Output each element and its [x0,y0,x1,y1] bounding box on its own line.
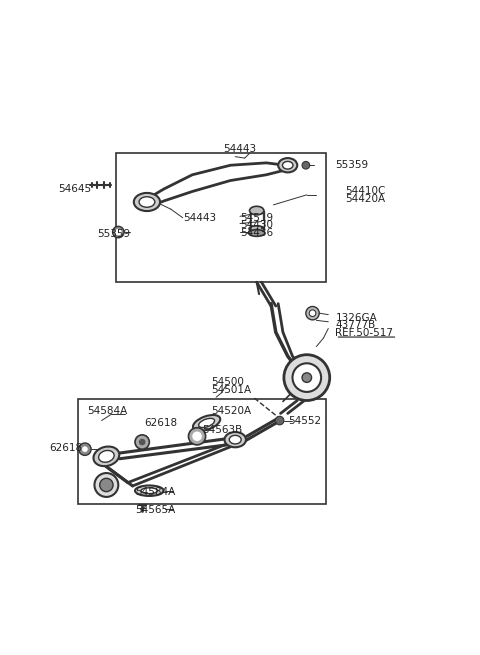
Ellipse shape [278,158,297,172]
Text: 54443: 54443 [223,143,257,153]
Ellipse shape [225,432,246,447]
Ellipse shape [141,488,157,494]
Circle shape [100,478,113,492]
Text: 54443: 54443 [183,213,216,223]
Text: 54501A: 54501A [211,384,252,394]
Ellipse shape [193,415,220,431]
Circle shape [135,435,149,449]
Ellipse shape [98,451,114,462]
Circle shape [309,310,316,316]
Text: 54552: 54552 [288,415,321,426]
Ellipse shape [199,419,215,428]
Text: 54645: 54645 [59,184,92,194]
Circle shape [82,446,88,452]
Ellipse shape [94,447,120,466]
Circle shape [292,364,321,392]
Circle shape [115,229,121,235]
Ellipse shape [250,206,264,215]
Ellipse shape [139,196,155,207]
Text: 54430: 54430 [240,220,273,230]
Circle shape [276,417,284,425]
Text: 54584A: 54584A [87,406,128,416]
Circle shape [79,443,91,455]
Text: 54500: 54500 [211,377,244,387]
Circle shape [189,428,205,445]
Text: 43777B: 43777B [336,320,376,330]
Ellipse shape [135,485,164,496]
Text: 54565A: 54565A [135,505,175,515]
Bar [78,399,326,504]
Ellipse shape [249,226,264,232]
Ellipse shape [229,436,241,444]
Circle shape [284,355,330,400]
Text: 62618: 62618 [144,418,178,428]
Text: 54519: 54519 [240,213,273,223]
Bar [250,210,264,227]
Ellipse shape [282,161,293,169]
Ellipse shape [249,230,265,236]
Ellipse shape [134,193,160,211]
Text: 54420A: 54420A [345,194,385,204]
Text: 54584A: 54584A [135,487,175,497]
Text: 55359: 55359 [336,160,369,170]
Circle shape [95,473,118,497]
Text: 54410C: 54410C [345,187,385,196]
Bar [116,153,326,282]
Text: 1326GA: 1326GA [336,313,377,323]
Text: REF.50-517: REF.50-517 [336,328,394,338]
Circle shape [192,432,202,441]
Circle shape [302,161,310,169]
Text: 55359: 55359 [97,229,130,240]
Circle shape [139,439,145,445]
Circle shape [302,373,312,383]
Text: 54436: 54436 [240,228,273,238]
Text: 54563B: 54563B [202,425,242,435]
Text: 54520A: 54520A [211,406,252,416]
Circle shape [113,227,124,238]
Text: 62618: 62618 [49,443,82,453]
Circle shape [306,307,319,320]
